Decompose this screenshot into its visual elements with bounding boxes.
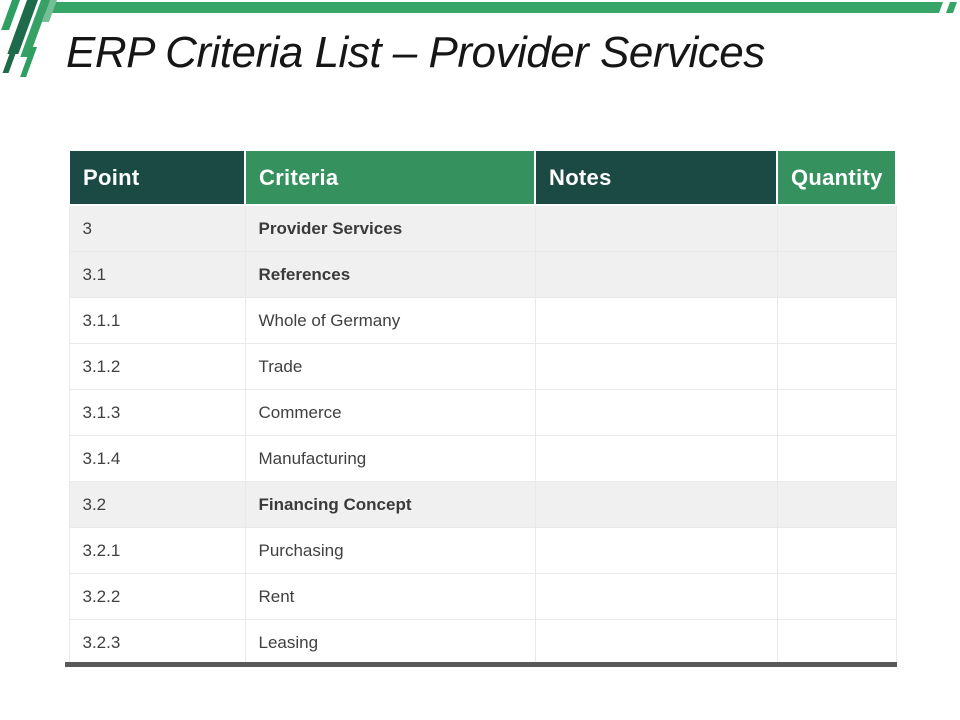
cell-quantity [776,527,897,574]
page-title: ERP Criteria List – Provider Services [66,28,765,77]
cell-point: 3.1.2 [68,343,246,390]
table-row: 3.2.2 Rent [68,573,897,620]
table-row: 3.1.3 Commerce [68,389,897,436]
cell-point: 3.1 [68,251,246,298]
cell-criteria: Commerce [244,389,536,436]
cell-quantity [776,251,897,298]
table-row: 3.1 References [68,251,897,298]
table-row: 3.2.3 Leasing [68,619,897,666]
cell-notes [534,204,778,252]
cell-point: 3.2.1 [68,527,246,574]
cell-quantity [776,297,897,344]
table-row: 3.2 Financing Concept [68,481,897,528]
column-header-notes: Notes [534,149,778,206]
cell-quantity [776,573,897,620]
footer-divider-line [65,662,897,667]
cell-notes [534,435,778,482]
cell-criteria: Provider Services [244,204,536,252]
cell-quantity [776,619,897,666]
cell-criteria: Rent [244,573,536,620]
criteria-table: Point Criteria Notes Quantity 3 Provider… [68,149,897,666]
cell-quantity [776,481,897,528]
column-header-quantity: Quantity [776,149,897,206]
cell-criteria: References [244,251,536,298]
cell-criteria: Financing Concept [244,481,536,528]
top-accent-bar-sliver [945,2,957,13]
table-row: 3.2.1 Purchasing [68,527,897,574]
cell-notes [534,573,778,620]
cell-notes [534,389,778,436]
cell-criteria: Manufacturing [244,435,536,482]
cell-notes [534,343,778,390]
table-row: 3 Provider Services [68,204,897,252]
cell-notes [534,527,778,574]
table-row: 3.1.1 Whole of Germany [68,297,897,344]
cell-point: 3.2 [68,481,246,528]
cell-criteria: Whole of Germany [244,297,536,344]
cell-criteria: Leasing [244,619,536,666]
cell-point: 3.1.4 [68,435,246,482]
cell-quantity [776,435,897,482]
cell-point: 3.2.3 [68,619,246,666]
cell-notes [534,619,778,666]
cell-criteria: Trade [244,343,536,390]
cell-notes [534,481,778,528]
cell-notes [534,251,778,298]
table-row: 3.1.4 Manufacturing [68,435,897,482]
cell-notes [534,297,778,344]
table-row: 3.1.2 Trade [68,343,897,390]
top-accent-bar [41,2,943,13]
table-header-row: Point Criteria Notes Quantity [68,149,897,206]
column-header-point: Point [68,149,246,206]
cell-point: 3 [68,204,246,252]
cell-point: 3.1.3 [68,389,246,436]
cell-quantity [776,389,897,436]
cell-point: 3.1.1 [68,297,246,344]
cell-point: 3.2.2 [68,573,246,620]
column-header-criteria: Criteria [244,149,536,206]
cell-quantity [776,204,897,252]
cell-criteria: Purchasing [244,527,536,574]
cell-quantity [776,343,897,390]
